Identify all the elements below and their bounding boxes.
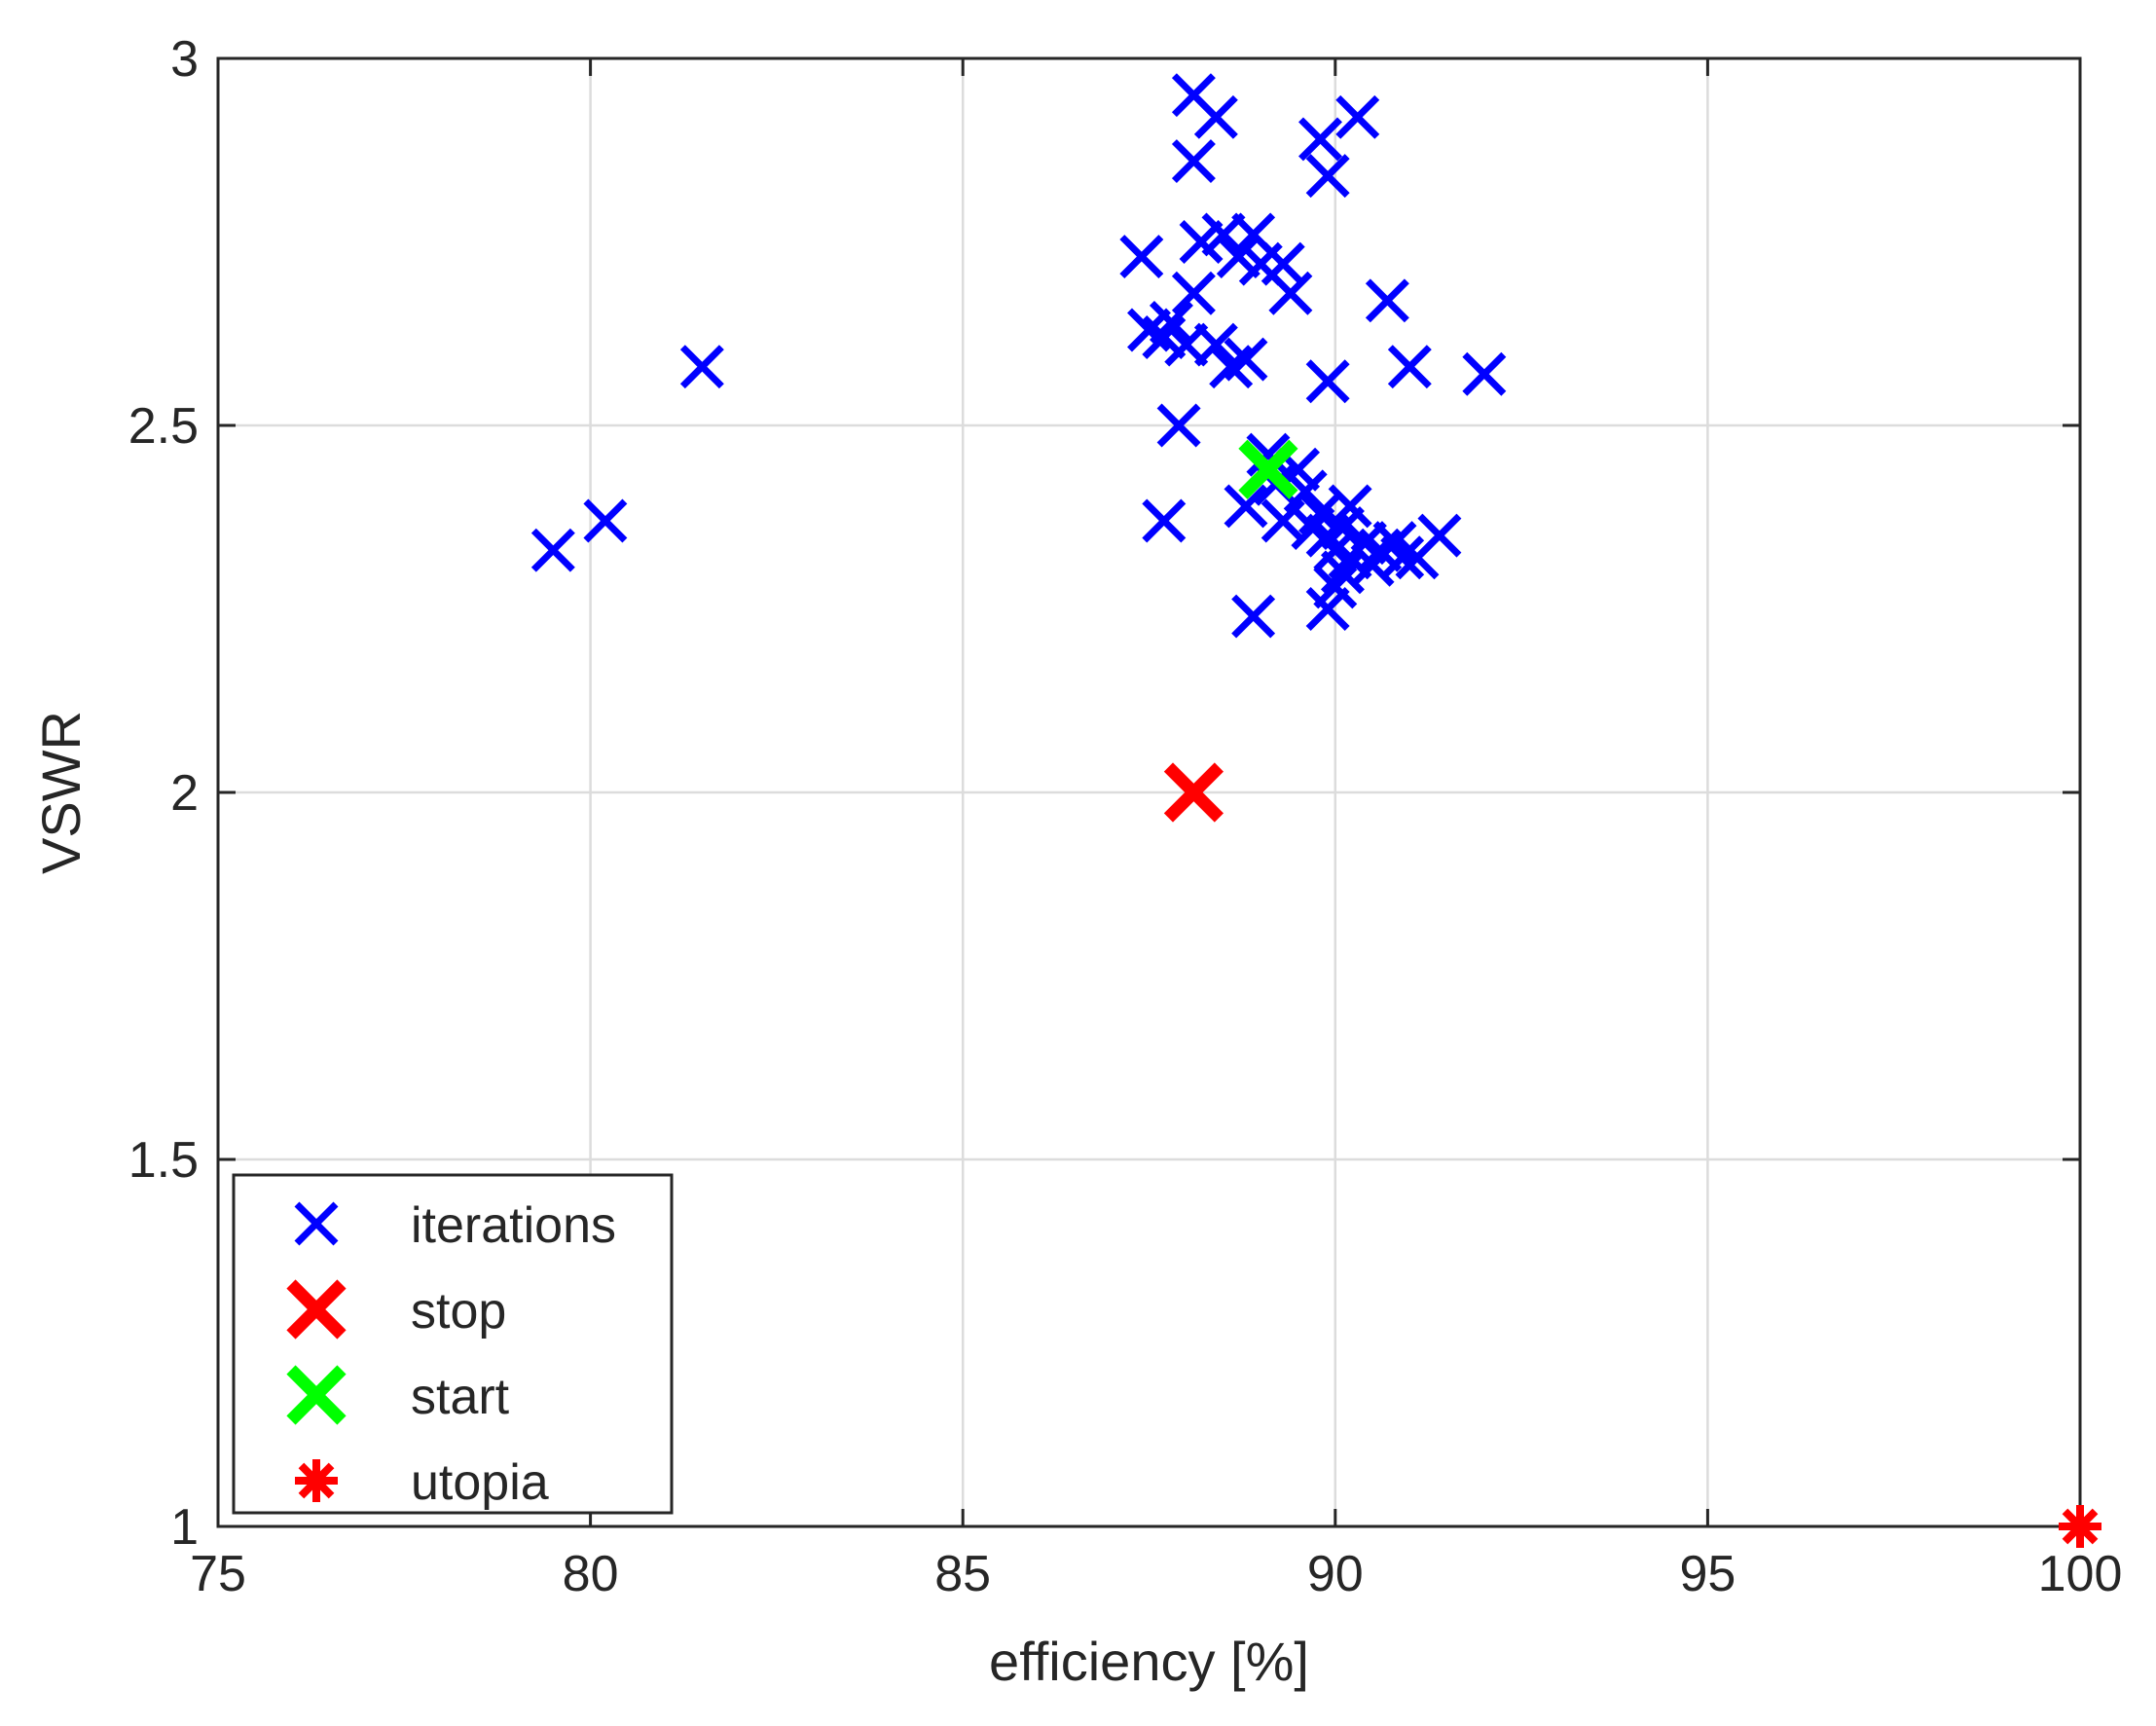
iterations-point (1298, 117, 1342, 162)
iterations-point (1119, 235, 1164, 279)
start-point (1238, 439, 1298, 499)
iterations-point (1156, 403, 1201, 448)
y-tick-label: 2.5 (128, 398, 199, 455)
utopia-point (2059, 1505, 2101, 1548)
iterations-point (1231, 594, 1276, 639)
series-utopia (2059, 1505, 2101, 1548)
y-axis-label: VSWR (30, 711, 91, 874)
iterations-point (1305, 359, 1350, 404)
y-tick-label: 2 (170, 765, 199, 822)
axes: 75 80 85 90 95 100 1 1.5 2 2.5 3 efficiency [%] VSWR (30, 31, 2122, 1692)
x-tick-label: 85 (934, 1546, 991, 1602)
iterations-point (1305, 587, 1350, 631)
y-tick-label: 1 (170, 1499, 199, 1556)
legend-marker (286, 1365, 347, 1425)
iterations-point (1380, 535, 1425, 580)
iterations-point (1328, 484, 1372, 529)
iterations-point (1268, 271, 1313, 315)
x-tick-label: 90 (1307, 1546, 1364, 1602)
iterations-point (1149, 300, 1193, 345)
legend-label: utopia (411, 1454, 549, 1511)
iterations-point (1417, 513, 1462, 558)
iterations-point (1142, 498, 1187, 543)
series-start (1238, 439, 1298, 499)
legend-label: stop (411, 1283, 506, 1340)
legend-marker (294, 1201, 339, 1246)
iterations-point (1305, 154, 1350, 199)
iterations-point (530, 528, 575, 572)
y-tick-label: 3 (170, 31, 199, 88)
iterations-point (679, 345, 724, 389)
legend-marker (286, 1279, 347, 1340)
x-tick-label: 95 (1679, 1546, 1736, 1602)
y-tick-label: 1.5 (128, 1132, 199, 1189)
series-stop (1163, 762, 1224, 823)
legend-entry-stop: stop (286, 1279, 506, 1340)
iterations-point (1171, 139, 1216, 184)
iterations-point (1335, 94, 1380, 139)
iterations-point (1462, 351, 1507, 396)
data-marks (530, 73, 2101, 1548)
iterations-point (1171, 271, 1216, 315)
legend-entry-utopia: utopia (295, 1454, 549, 1511)
iterations-point (1387, 345, 1432, 389)
iterations-point (583, 498, 628, 543)
iterations-point (1365, 278, 1409, 323)
iterations-point (1283, 469, 1328, 514)
iterations-point (1193, 322, 1238, 367)
legend-entry-start: start (286, 1365, 510, 1425)
legend-label: iterations (411, 1197, 616, 1254)
iterations-point (1193, 94, 1238, 139)
x-tick-label: 80 (563, 1546, 619, 1602)
legend-marker (295, 1459, 338, 1502)
x-tick-label: 100 (2038, 1546, 2123, 1602)
stop-point (1163, 762, 1224, 823)
iterations-point (1224, 337, 1268, 382)
iterations-point (1224, 484, 1268, 529)
legend-entry-iterations: iterations (294, 1197, 616, 1254)
x-axis-label: efficiency [%] (989, 1631, 1309, 1692)
legend: iterations stop start utopia (232, 1173, 674, 1515)
x-tick-label: 75 (190, 1546, 246, 1602)
legend-label: start (411, 1369, 510, 1425)
